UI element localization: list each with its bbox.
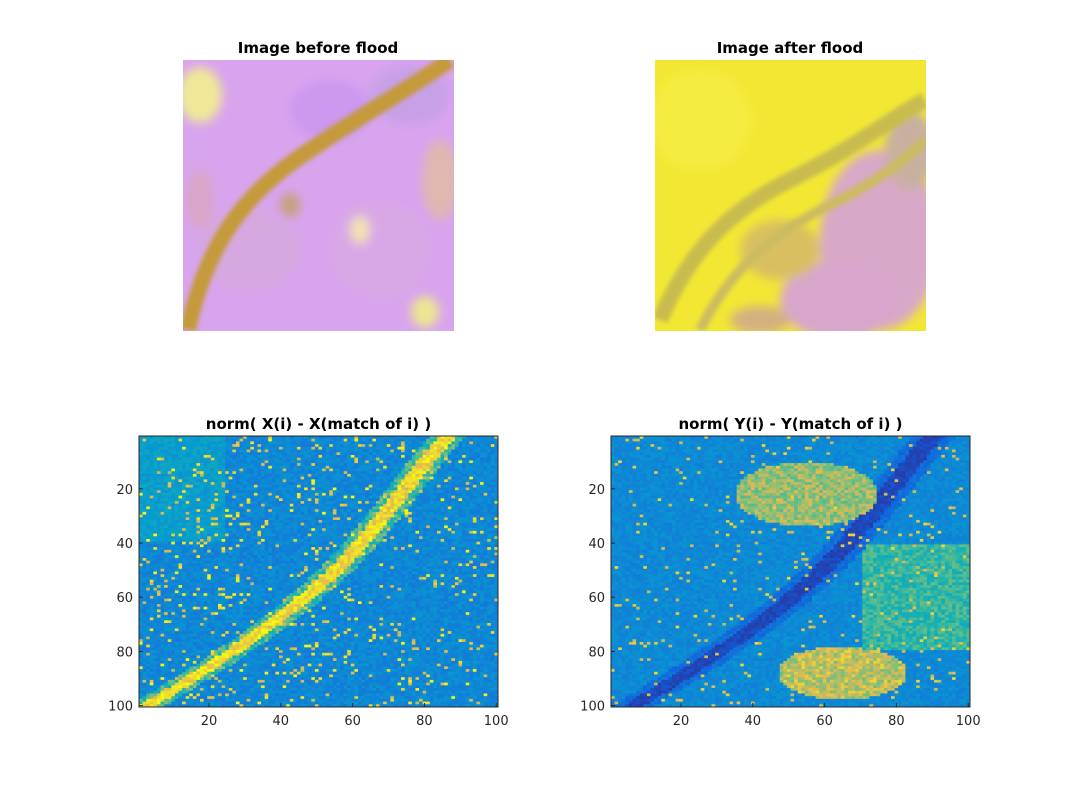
y-tick-label: 80 xyxy=(116,645,133,660)
y-tick-label: 80 xyxy=(588,645,605,660)
x-tick-label: 40 xyxy=(273,714,290,729)
chart-title: norm( X(i) - X(match of i) ) xyxy=(206,415,431,433)
panel-after-flood: Image after flood xyxy=(655,39,926,331)
y-tick-label: 40 xyxy=(588,537,605,552)
x-tick-label: 80 xyxy=(888,714,905,729)
panel-norm-y: norm( Y(i) - Y(match of i) ) 20 40 60 80 100… xyxy=(580,415,980,729)
axes-box xyxy=(610,435,971,708)
x-tick-label: 100 xyxy=(484,714,509,729)
x-tick-label: 80 xyxy=(416,714,433,729)
chart-title: norm( Y(i) - Y(match of i) ) xyxy=(678,415,902,433)
after-flood-image xyxy=(655,60,926,331)
chart-title: Image after flood xyxy=(717,39,864,57)
heatmap-x xyxy=(139,436,498,707)
panel-norm-x: norm( X(i) - X(match of i) ) 20 40 60 80 100… xyxy=(108,415,508,729)
x-tick-label: 40 xyxy=(745,714,762,729)
heatmap-y xyxy=(611,436,970,707)
chart-title: Image before flood xyxy=(238,39,398,57)
y-tick-label: 60 xyxy=(116,591,133,606)
x-tick-label: 20 xyxy=(673,714,690,729)
y-tick-label: 60 xyxy=(588,591,605,606)
y-tick-label: 20 xyxy=(588,483,605,498)
y-tick-label: 40 xyxy=(116,537,133,552)
axes-box xyxy=(138,435,499,708)
axis-ticks: 20 40 60 80 100 20 40 60 80 100 xyxy=(108,483,508,729)
panel-before-flood: Image before flood xyxy=(183,39,454,331)
axis-ticks: 20 40 60 80 100 20 40 60 80 100 xyxy=(580,483,980,729)
x-tick-label: 60 xyxy=(344,714,361,729)
x-tick-label: 60 xyxy=(816,714,833,729)
y-tick-label: 100 xyxy=(580,700,605,715)
y-tick-label: 100 xyxy=(108,700,133,715)
before-flood-image xyxy=(183,60,454,331)
y-tick-label: 20 xyxy=(116,483,133,498)
x-tick-label: 100 xyxy=(956,714,981,729)
x-tick-label: 20 xyxy=(201,714,218,729)
